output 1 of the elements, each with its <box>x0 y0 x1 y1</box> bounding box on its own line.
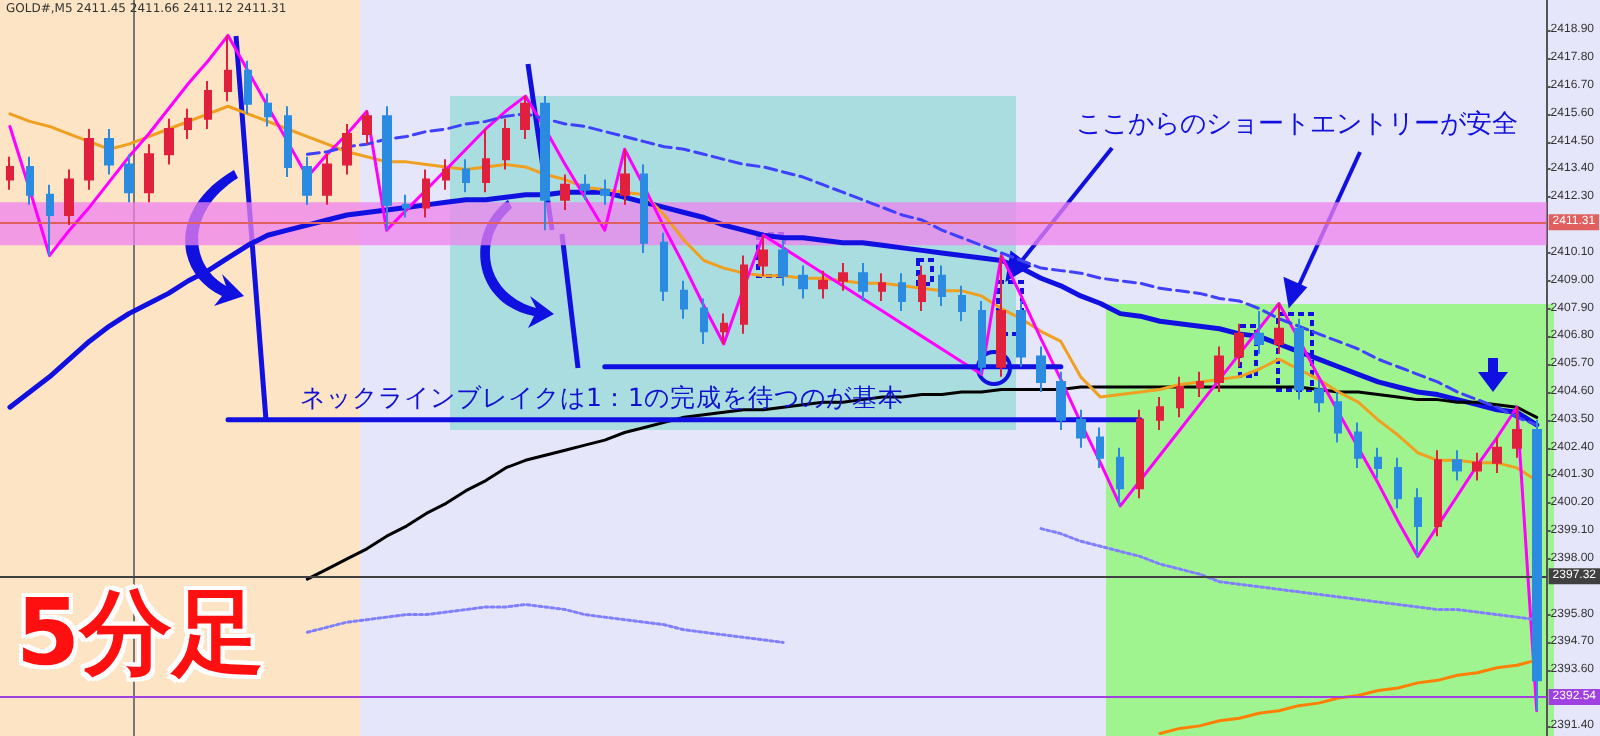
annotation: ここからのショートエントリーが安全 <box>1076 108 1518 142</box>
